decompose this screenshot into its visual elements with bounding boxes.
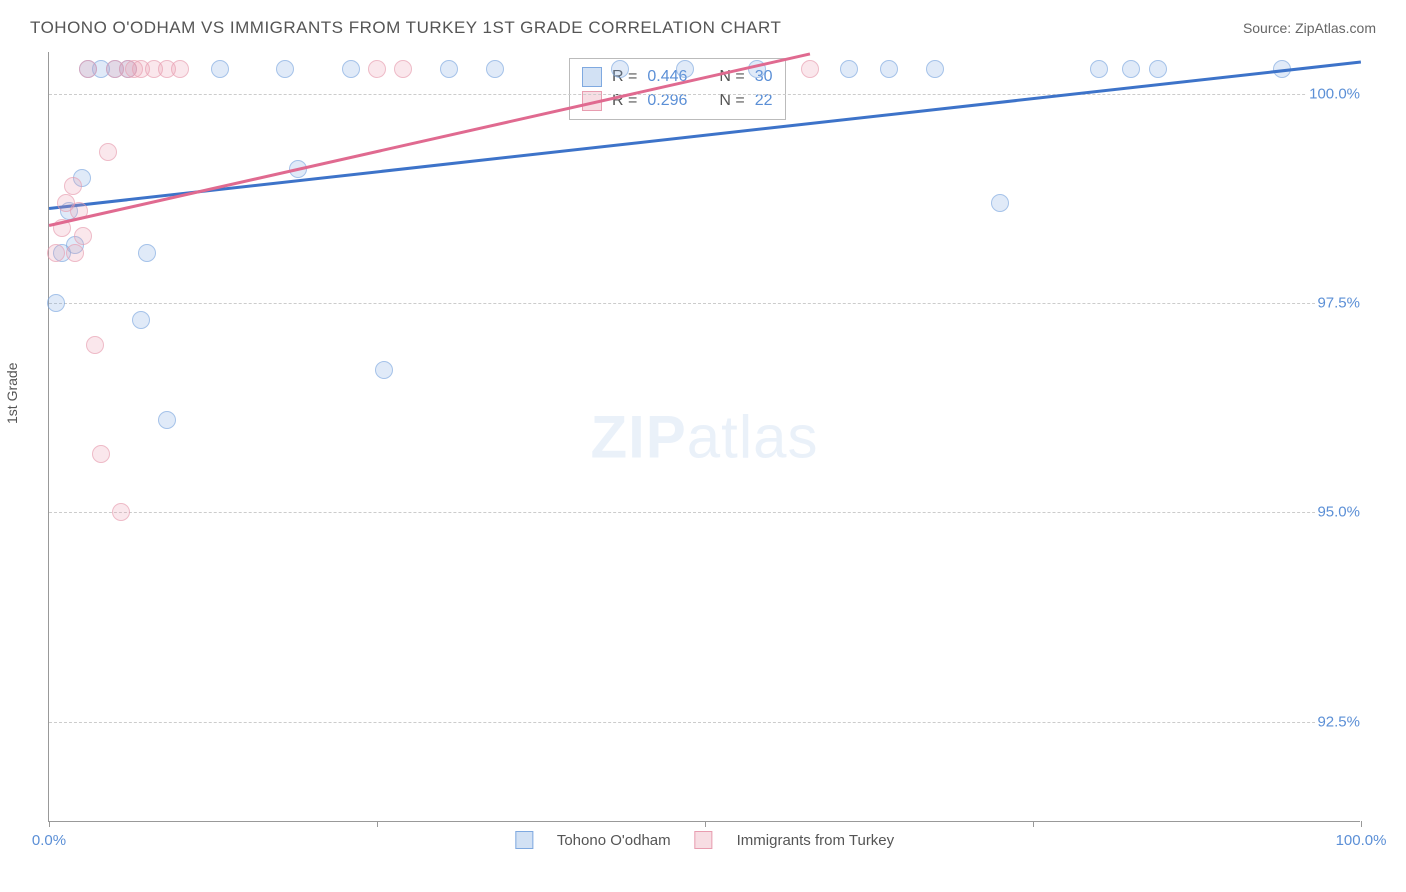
y-tick-label: 97.5% (1315, 295, 1362, 312)
scatter-point (158, 411, 176, 429)
x-tick-label: 0.0% (32, 832, 66, 849)
legend-row-series-2: R = 0.296 N = 22 (582, 89, 773, 113)
plot-area: ZIPatlas R = 0.446 N = 30 R = 0.296 N = … (48, 52, 1360, 822)
scatter-point (92, 445, 110, 463)
y-tick-label: 95.0% (1315, 504, 1362, 521)
scatter-point (1122, 60, 1140, 78)
scatter-point (880, 60, 898, 78)
scatter-point (486, 60, 504, 78)
scatter-point (611, 60, 629, 78)
scatter-point (440, 60, 458, 78)
scatter-point (79, 60, 97, 78)
y-tick-label: 100.0% (1307, 85, 1362, 102)
scatter-point (276, 60, 294, 78)
legend-swatch-bottom-1 (515, 831, 533, 849)
scatter-point (171, 60, 189, 78)
scatter-point (211, 60, 229, 78)
gridline (49, 303, 1360, 304)
scatter-point (138, 244, 156, 262)
watermark: ZIPatlas (590, 402, 818, 471)
y-axis-label: 1st Grade (4, 363, 20, 424)
series-legend: Tohono O'odham Immigrants from Turkey (515, 831, 894, 849)
x-tick-mark (377, 821, 378, 827)
x-tick-mark (705, 821, 706, 827)
scatter-point (676, 60, 694, 78)
legend-swatch-bottom-2 (695, 831, 713, 849)
scatter-point (74, 227, 92, 245)
scatter-point (132, 311, 150, 329)
scatter-point (394, 60, 412, 78)
scatter-point (47, 294, 65, 312)
scatter-point (991, 194, 1009, 212)
series-1-name: Tohono O'odham (557, 832, 671, 849)
scatter-point (1149, 60, 1167, 78)
scatter-point (368, 60, 386, 78)
source-attribution: Source: ZipAtlas.com (1243, 20, 1376, 36)
gridline (49, 512, 1360, 513)
scatter-point (64, 177, 82, 195)
y-tick-label: 92.5% (1315, 713, 1362, 730)
x-tick-label: 100.0% (1336, 832, 1387, 849)
scatter-point (801, 60, 819, 78)
legend-swatch-1 (582, 67, 602, 87)
scatter-point (112, 503, 130, 521)
scatter-point (342, 60, 360, 78)
gridline (49, 722, 1360, 723)
scatter-point (840, 60, 858, 78)
trend-line (49, 52, 811, 226)
scatter-point (99, 143, 117, 161)
scatter-point (375, 361, 393, 379)
scatter-point (926, 60, 944, 78)
x-tick-mark (49, 821, 50, 827)
x-tick-mark (1361, 821, 1362, 827)
scatter-point (86, 336, 104, 354)
scatter-point (47, 244, 65, 262)
gridline (49, 94, 1360, 95)
scatter-point (66, 244, 84, 262)
x-tick-mark (1033, 821, 1034, 827)
chart-title: TOHONO O'ODHAM VS IMMIGRANTS FROM TURKEY… (30, 18, 781, 38)
series-2-name: Immigrants from Turkey (737, 832, 895, 849)
scatter-point (1090, 60, 1108, 78)
